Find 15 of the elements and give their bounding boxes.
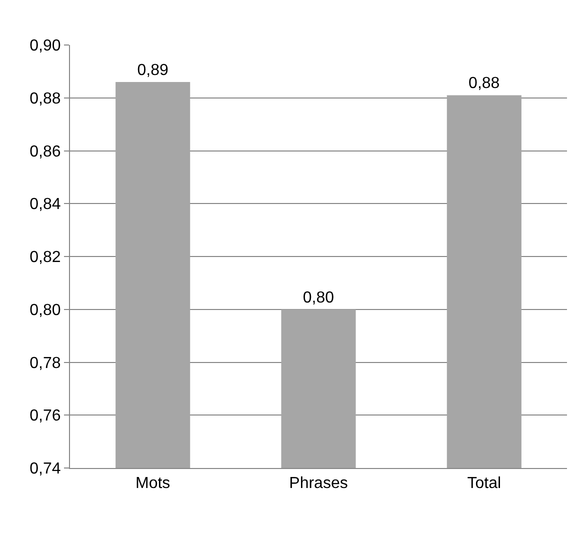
- y-tick-label: 0,78: [30, 354, 61, 372]
- y-tick-label: 0,84: [30, 196, 61, 214]
- x-tick-label: Mots: [135, 475, 170, 492]
- y-tick-label: 0,74: [30, 460, 61, 478]
- y-tick-label: 0,90: [30, 38, 61, 55]
- y-tick-label: 0,86: [30, 143, 61, 160]
- y-tick-label: 0,82: [30, 249, 61, 266]
- x-tick-label: Total: [467, 475, 502, 492]
- data-label: 0,89: [137, 62, 168, 80]
- y-tick-label: 0,76: [30, 408, 61, 425]
- data-label: 0,88: [468, 75, 500, 92]
- y-tick-label: 0,88: [30, 90, 61, 108]
- x-tick-label: Phrases: [289, 475, 348, 492]
- y-tick-label: 0,80: [30, 302, 61, 319]
- data-label: 0,80: [302, 289, 334, 306]
